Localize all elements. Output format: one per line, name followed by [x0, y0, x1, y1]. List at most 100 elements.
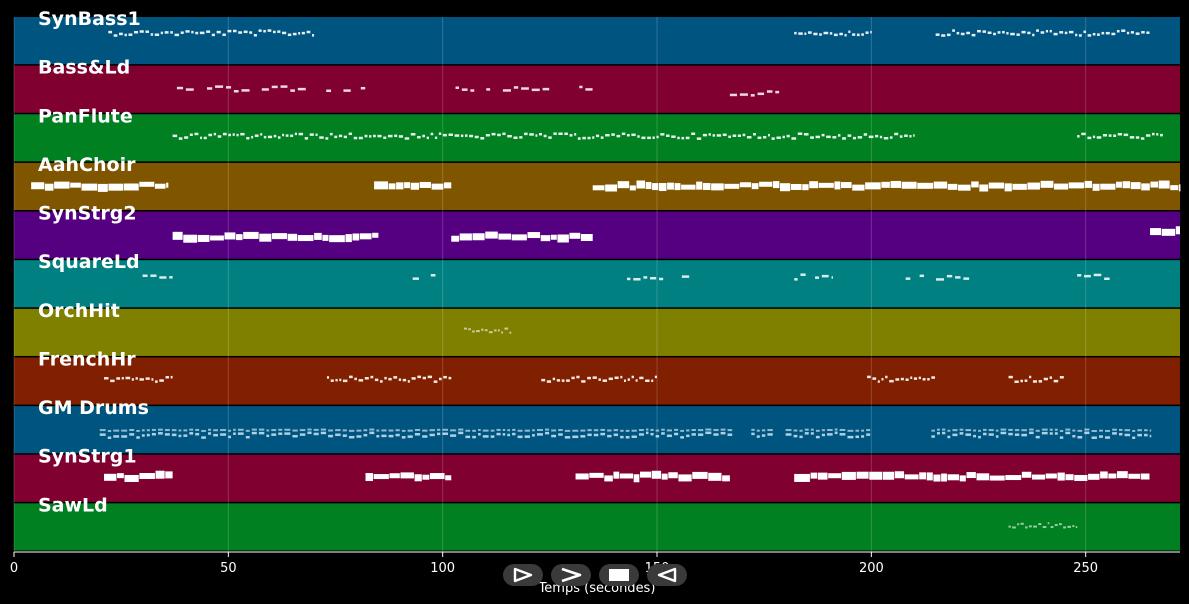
note [1020, 522, 1024, 525]
note [545, 431, 550, 435]
next-button[interactable] [551, 564, 591, 586]
note [539, 132, 542, 136]
note [702, 183, 711, 191]
note [383, 136, 387, 140]
note [1113, 134, 1117, 138]
note [927, 378, 930, 381]
note [918, 376, 921, 380]
play-button[interactable] [503, 564, 543, 586]
note [429, 429, 435, 432]
track-label-sawld: SawLd [38, 494, 108, 516]
note [667, 182, 674, 190]
note [691, 429, 696, 432]
note [271, 429, 277, 432]
note [267, 135, 273, 139]
note [821, 133, 825, 137]
note [1108, 473, 1117, 479]
note-segment [1008, 375, 1064, 383]
note [165, 471, 173, 479]
track-label-gm-drums: GM Drums [38, 397, 149, 419]
note [839, 433, 846, 436]
note [104, 377, 109, 380]
note [216, 30, 221, 34]
note [1029, 431, 1034, 435]
note [786, 134, 790, 138]
note [978, 429, 981, 432]
note [1158, 180, 1170, 189]
note [354, 377, 357, 381]
note [345, 234, 352, 243]
note [220, 433, 227, 436]
note [1175, 226, 1180, 235]
reverse-button[interactable] [647, 564, 687, 586]
stop-button[interactable] [599, 564, 639, 586]
note [839, 32, 843, 36]
note-segment [729, 90, 780, 97]
note [1088, 473, 1100, 480]
note [484, 329, 488, 332]
note [577, 137, 581, 140]
note [464, 327, 467, 330]
note [1141, 31, 1145, 34]
note [1149, 429, 1152, 432]
note [478, 428, 481, 431]
note [941, 473, 947, 482]
note [1014, 380, 1019, 383]
note [123, 183, 139, 191]
note [641, 136, 646, 140]
note [686, 434, 690, 438]
note [139, 378, 144, 381]
note [1078, 34, 1082, 37]
note [395, 433, 400, 437]
note [131, 378, 134, 381]
note [587, 433, 592, 437]
note [356, 429, 362, 432]
note [513, 136, 518, 139]
note-segment [176, 85, 366, 93]
note [241, 89, 250, 92]
note [1059, 429, 1064, 432]
note [369, 431, 375, 435]
note [643, 276, 648, 279]
note-segment [785, 428, 871, 439]
note-segment [575, 470, 730, 483]
note [494, 329, 497, 332]
note [572, 429, 579, 432]
note [271, 433, 277, 436]
note [761, 434, 766, 437]
note [429, 473, 445, 480]
note [54, 181, 70, 189]
note [1050, 526, 1054, 529]
note [1059, 31, 1064, 34]
note [626, 133, 630, 137]
note [277, 136, 281, 139]
note [294, 132, 297, 136]
note-segment [365, 472, 452, 482]
note [909, 135, 912, 138]
note-segment [172, 231, 379, 243]
note [129, 433, 135, 436]
note [680, 436, 684, 439]
note [1118, 428, 1123, 431]
note [1117, 132, 1122, 136]
note [728, 135, 731, 139]
note [469, 134, 474, 138]
note [807, 31, 812, 34]
note [833, 33, 838, 37]
note [222, 132, 227, 136]
note [937, 428, 940, 431]
note [384, 376, 387, 380]
note [756, 435, 760, 438]
note [213, 433, 219, 437]
note [524, 435, 530, 438]
track-label-squareld: SquareLd [38, 251, 140, 273]
note [870, 30, 872, 34]
note [574, 133, 577, 136]
note [705, 428, 712, 431]
note [113, 435, 120, 438]
track-notes-sawld [1008, 522, 1078, 529]
note-segment [31, 181, 169, 192]
note [989, 475, 1005, 481]
note [113, 429, 120, 432]
note [1108, 134, 1112, 137]
